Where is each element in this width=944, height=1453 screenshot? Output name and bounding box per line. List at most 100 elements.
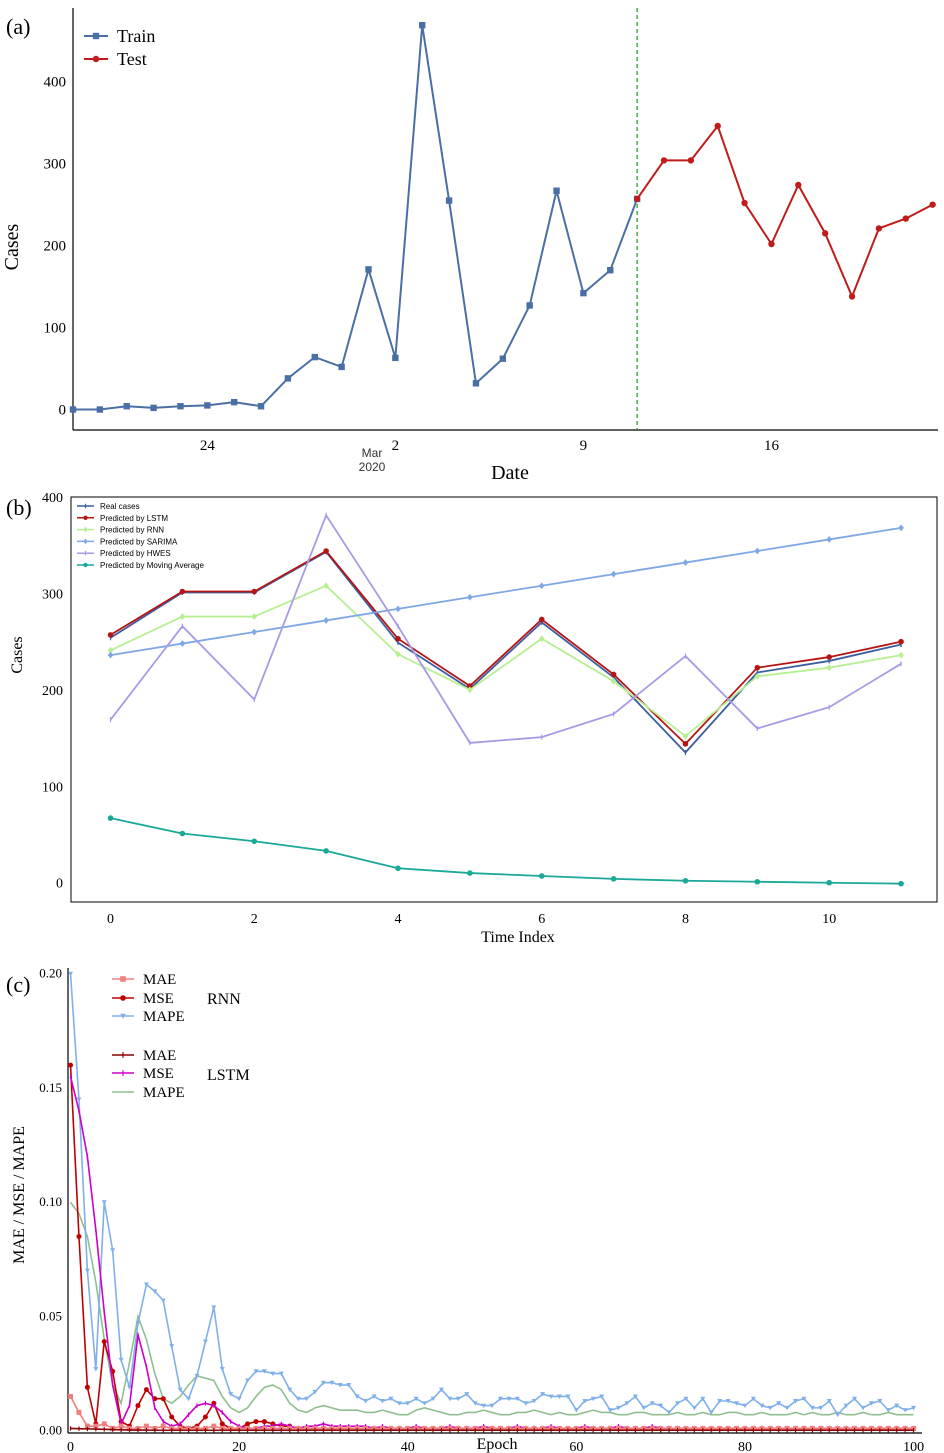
c-point-rnn-mape-55 [531,1399,537,1404]
b-legend-label-1: Predicted by LSTM [100,514,168,523]
b-ytick-label-2: 200 [42,684,63,699]
c-point-rnn-mape-98 [894,1403,900,1409]
c-point-rnn-mse-0 [68,1062,74,1068]
b-legend-label-5: Predicted by Moving Average [100,561,204,570]
a-point-test-6 [795,181,802,189]
a-point-train-12 [392,354,399,362]
a-point-train-2 [123,403,130,410]
c-point-rnn-mape-82 [759,1403,765,1409]
c-point-rnn-mape-91 [835,1412,841,1418]
c-point-rnn-mape-37 [379,1399,385,1404]
c-point-rnn-mape-5 [110,1248,116,1253]
a-point-train-6 [230,398,238,406]
c-point-rnn-mse-16 [202,1414,208,1420]
a-point-train-8 [284,375,292,382]
c-point-rnn-mape-67 [632,1394,638,1399]
a-point-test-5 [768,240,775,248]
c-point-rnn-mape-12 [169,1344,175,1349]
c-ylabel: MAE / MSE / MAPE [11,1126,28,1264]
b-xtick-label-0: 0 [107,912,114,927]
c-point-rnn-mape-83 [767,1405,773,1411]
b-point-2-4 [395,650,401,658]
c-ytick-label-0: 0.00 [39,1423,62,1438]
c-point-rnn-mape-16 [202,1339,208,1345]
b-point-2-1 [179,613,186,620]
c-point-rnn-mape-17 [211,1305,217,1310]
a-xtick-label-1: 2 [392,438,400,454]
c-point-rnn-mape-2 [84,1268,90,1274]
b-series-line-1 [110,549,902,746]
b-point-5-3 [323,848,329,854]
c-point-rnn-mape-54 [523,1401,529,1406]
c-point-rnn-mape-63 [599,1394,605,1399]
c-series-line-lstm-mape [69,1201,914,1416]
c-ytick-label-4: 0.20 [39,966,62,981]
c-point-rnn-mape-78 [725,1399,731,1404]
axes-b-frame [70,496,938,903]
c-point-rnn-mape-89 [818,1405,824,1411]
c-point-rnn-mape-70 [658,1403,664,1409]
b-point-3-5 [467,593,473,601]
c-legend-label-4: MSE [143,1066,174,1082]
b-point-5-6 [538,873,545,879]
c-point-rnn-mape-77 [717,1399,723,1404]
b-point-1-5 [467,683,473,689]
c-point-rnn-mape-45 [447,1396,453,1402]
c-point-rnn-mape-61 [582,1399,588,1404]
c-point-rnn-mse-9 [143,1387,149,1393]
c-point-rnn-mape-80 [742,1403,748,1409]
a-ylabel: Cases [1,223,23,270]
b-legend-label-4: Predicted by HWES [100,549,171,558]
c-point-rnn-mape-28 [304,1396,310,1402]
panel-label-c: (c) [6,972,30,997]
a-point-test-9 [875,225,883,232]
chart-c: 0.00 0.05 0.10 0.15 0.20 0 20 40 60 80 100 MAE / … [11,966,924,1453]
c-point-rnn-mape-26 [287,1387,293,1393]
a-point-train-11 [365,266,372,273]
c-point-rnn-mape-40 [405,1401,411,1406]
c-point-rnn-mape-66 [624,1401,630,1406]
c-point-rnn-mape-25 [278,1371,284,1377]
c-point-rnn-mse-8 [135,1403,141,1409]
c-point-rnn-mse-23 [261,1419,267,1425]
c-point-rnn-mae-17 [211,1423,217,1429]
b-legend-marker-5 [83,562,88,568]
c-point-rnn-mae-0 [68,1393,74,1399]
c-point-rnn-mape-90 [826,1399,832,1404]
a-point-train-16 [499,355,507,362]
a-point-test-3 [714,122,721,130]
c-legend-label-2: MAPE [143,1009,185,1025]
a-point-train-14 [445,197,453,204]
b-point-2-3 [323,582,329,590]
a-x-sublabel-year: 2020 [359,460,386,474]
c-point-rnn-mape-39 [396,1401,402,1406]
b-point-2-9 [754,672,761,680]
a-point-test-11 [929,201,936,208]
c-point-rnn-mape-50 [489,1403,495,1409]
a-xtick-label-2: 9 [580,438,588,454]
b-point-2-2 [251,613,258,620]
b-xtick-label-5: 10 [822,912,836,927]
c-legend-marker-2 [120,1013,126,1019]
c-point-rnn-mape-86 [793,1399,799,1404]
c-xtick-label-2: 40 [401,1440,415,1453]
c-point-rnn-mape-59 [565,1394,571,1399]
a-point-test-7 [821,230,829,237]
a-point-train-1 [96,406,104,413]
c-xtick-label-4: 80 [738,1440,752,1453]
chart-a: 0 100 200 300 400 24 2 9 16 Cases Date Mar 2020… [1,8,938,484]
c-point-rnn-mape-30 [320,1380,326,1386]
a-ytick-label-4: 400 [44,75,67,91]
b-point-3-0 [107,651,114,659]
b-point-5-10 [826,879,832,886]
c-point-rnn-mape-33 [346,1383,352,1388]
c-legend-marker-1 [120,995,126,1001]
b-point-1-10 [826,654,832,660]
c-point-rnn-mae-4 [101,1421,107,1427]
c-point-rnn-mape-68 [641,1405,647,1411]
b-point-3-1 [179,640,186,647]
b-point-3-3 [323,617,329,624]
c-point-rnn-mape-18 [219,1367,225,1372]
legend-a: Train Test [84,26,155,69]
